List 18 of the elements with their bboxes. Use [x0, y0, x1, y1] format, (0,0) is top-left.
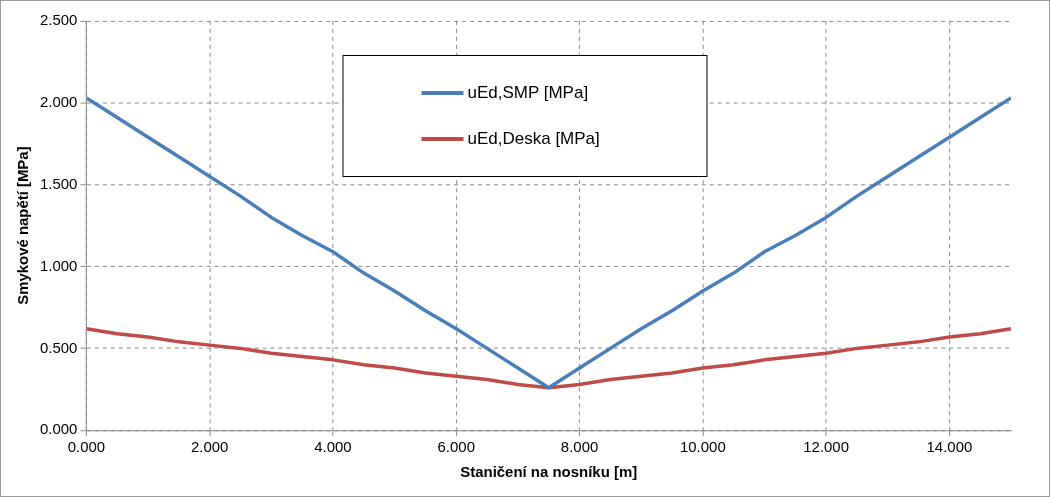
- y-axis-title: Smykové napětí [MPa]: [14, 146, 32, 305]
- legend-label: uEd,SMP [MPa]: [467, 83, 589, 103]
- x-tick-label: 2.000: [190, 438, 229, 456]
- y-tick-label: 2.000: [39, 92, 78, 110]
- x-tick-label: 10.000: [679, 438, 726, 456]
- x-tick-label: 0.000: [67, 438, 106, 456]
- x-tick-label: 12.000: [803, 438, 850, 456]
- y-tick-label: 0.000: [39, 420, 78, 438]
- x-tick-label: 14.000: [926, 438, 973, 456]
- x-tick-label: 6.000: [437, 438, 475, 456]
- y-tick-label: 1.000: [39, 256, 78, 274]
- y-tick-label: 0.500: [39, 338, 78, 356]
- legend-label: uEd,Deska [MPa]: [467, 129, 600, 149]
- y-tick-label: 1.500: [39, 174, 78, 192]
- y-tick-label: 2.500: [39, 11, 78, 29]
- x-tick-label: 4.000: [314, 438, 352, 456]
- x-axis-title: Staničení na nosníku [m]: [460, 463, 638, 481]
- x-tick-label: 8.000: [560, 438, 599, 456]
